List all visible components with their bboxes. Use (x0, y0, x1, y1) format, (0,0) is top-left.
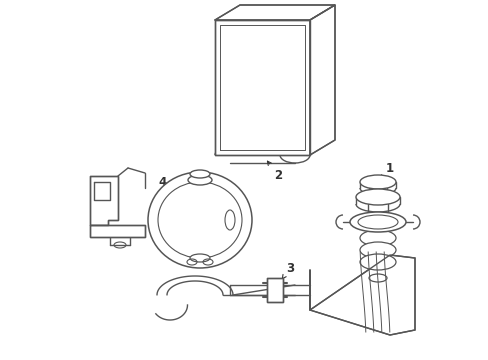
Polygon shape (90, 176, 118, 225)
Ellipse shape (190, 254, 209, 262)
Polygon shape (266, 278, 283, 302)
Polygon shape (90, 225, 145, 237)
Text: 3: 3 (281, 261, 293, 280)
Ellipse shape (359, 242, 395, 258)
Text: 2: 2 (267, 161, 282, 181)
Polygon shape (309, 255, 414, 335)
Ellipse shape (158, 182, 242, 258)
Ellipse shape (190, 170, 209, 178)
Ellipse shape (368, 274, 386, 282)
Ellipse shape (187, 175, 212, 185)
Text: 4: 4 (159, 176, 174, 190)
Ellipse shape (359, 230, 395, 246)
Ellipse shape (357, 215, 397, 229)
Text: 1: 1 (380, 162, 393, 179)
Ellipse shape (359, 254, 395, 270)
Ellipse shape (359, 175, 395, 189)
Ellipse shape (148, 172, 251, 268)
Polygon shape (215, 20, 309, 155)
Ellipse shape (355, 189, 399, 205)
Polygon shape (309, 5, 334, 155)
Ellipse shape (349, 212, 405, 232)
Polygon shape (215, 5, 334, 20)
